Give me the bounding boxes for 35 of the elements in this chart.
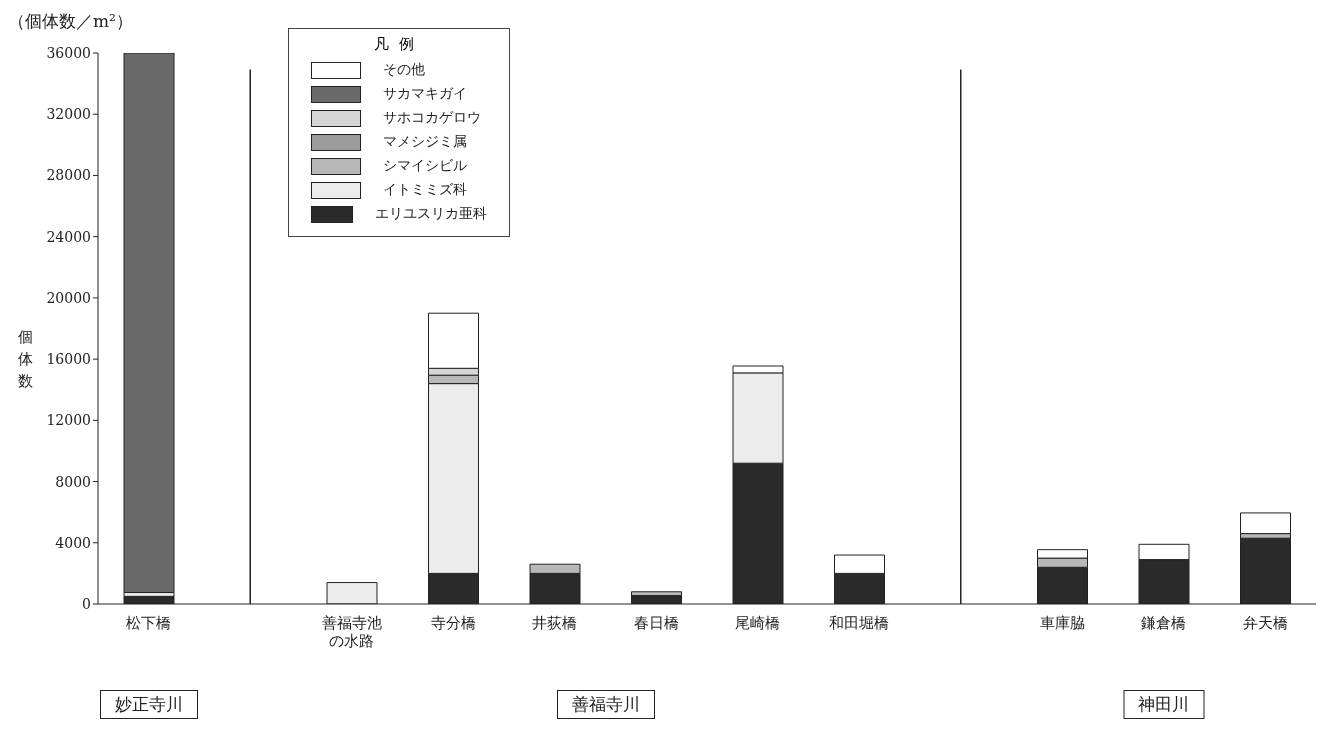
x-tick-label: 善福寺池の水路 — [321, 614, 382, 650]
legend-label: サカマキガイ — [383, 85, 467, 103]
x-tick-label: 尾崎橋 — [735, 614, 781, 632]
x-tick-label: 車庫脇 — [1039, 614, 1085, 632]
y-tick-label: 8000 — [55, 473, 91, 490]
x-tick-label: 鎌倉橋 — [1141, 614, 1187, 632]
legend-label: サホコカゲロウ — [383, 109, 481, 127]
y-tick-label: 0 — [82, 595, 91, 612]
x-tick-label: 寺分橋 — [430, 614, 476, 632]
x-tick-label: 松下橋 — [126, 614, 172, 632]
y-tick-label: 36000 — [46, 44, 91, 61]
chart-title: （個体数／m²） — [8, 10, 133, 33]
x-tick-label: 春日橋 — [633, 614, 679, 632]
legend-title: 凡例 — [373, 35, 425, 54]
legend-label: エリユスリカ亜科 — [375, 205, 487, 223]
text: 神田川 — [1123, 690, 1205, 719]
text: 善福寺川 — [556, 690, 655, 719]
y-tick-label: 20000 — [46, 289, 91, 306]
y-tick-label: 24000 — [46, 228, 91, 245]
y-tick-label: 28000 — [46, 167, 91, 184]
y-tick-label: 4000 — [55, 534, 91, 551]
bar — [123, 53, 175, 594]
legend-label: マメシジミ属 — [383, 133, 467, 151]
y-tick-label: 32000 — [46, 106, 91, 123]
y-axis-title: 個体数 — [16, 327, 34, 392]
x-tick-label: 和田堀橋 — [829, 614, 890, 632]
y-tick-label: 12000 — [46, 412, 91, 429]
legend-label: シマイシビル — [383, 157, 467, 175]
y-tick-label: 16000 — [46, 351, 91, 368]
text: 妙正寺川 — [99, 690, 198, 719]
bar — [1240, 512, 1291, 535]
x-tick-label: 弁天橋 — [1242, 614, 1288, 632]
x-tick-label: 井荻橋 — [532, 614, 578, 632]
legend-label: イトミミズ科 — [383, 181, 467, 199]
legend-label: その他 — [383, 61, 425, 79]
